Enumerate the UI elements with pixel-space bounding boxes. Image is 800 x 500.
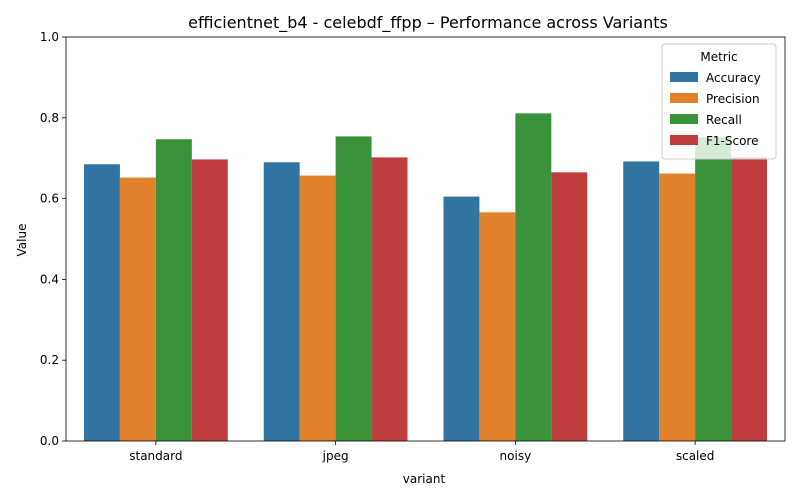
- y-tick-label: 0.2: [40, 353, 59, 367]
- y-axis-ticks: 0.0 0.2 0.4 0.6 0.8 1.0: [40, 30, 66, 448]
- y-tick-label: 0.6: [40, 192, 59, 206]
- x-axis-ticks: standard jpeg noisy scaled: [129, 441, 714, 463]
- bar-recall-jpeg: [335, 136, 372, 441]
- bar-precision-jpeg: [299, 175, 336, 441]
- bar-precision-standard: [119, 177, 156, 442]
- bar-accuracy-standard: [83, 164, 120, 441]
- legend: Metric Accuracy Precision Recall F1-Score: [661, 43, 777, 160]
- legend-label: Recall: [706, 113, 742, 127]
- chart-title: efficientnet_b4 - celebdf_ffpp – Perform…: [188, 13, 668, 33]
- y-tick-label: 0.4: [40, 272, 59, 286]
- legend-swatch: [670, 114, 698, 124]
- bar-accuracy-noisy: [443, 196, 480, 441]
- legend-title: Metric: [700, 50, 737, 64]
- x-tick-label: noisy: [500, 449, 532, 463]
- y-tick-label: 0.8: [40, 111, 59, 125]
- bars-group: [83, 113, 768, 442]
- plot-frame: [65, 36, 786, 442]
- legend-label: F1-Score: [706, 134, 758, 148]
- y-axis-label: Value: [15, 224, 29, 257]
- bar-f1-score-jpeg: [371, 157, 408, 441]
- x-tick-label: scaled: [676, 449, 715, 463]
- x-tick-label: jpeg: [322, 449, 349, 463]
- bar-precision-scaled: [659, 173, 696, 441]
- bar-accuracy-jpeg: [263, 162, 300, 442]
- bar-f1-score-scaled: [731, 157, 768, 441]
- x-axis-label: variant: [403, 472, 446, 486]
- legend-label: Precision: [706, 92, 760, 106]
- y-tick-label: 1.0: [40, 30, 59, 44]
- bar-f1-score-standard: [191, 159, 228, 442]
- bar-accuracy-scaled: [623, 161, 660, 441]
- bar-recall-scaled: [695, 137, 732, 441]
- x-tick-label: standard: [129, 449, 182, 463]
- legend-swatch: [670, 72, 698, 82]
- legend-swatch: [670, 135, 698, 145]
- y-tick-label: 0.0: [40, 434, 59, 448]
- bar-recall-noisy: [515, 113, 552, 441]
- bar-recall-standard: [155, 139, 192, 441]
- legend-swatch: [670, 93, 698, 103]
- legend-label: Accuracy: [706, 71, 761, 85]
- bar-precision-noisy: [479, 212, 516, 441]
- bar-f1-score-noisy: [551, 172, 588, 441]
